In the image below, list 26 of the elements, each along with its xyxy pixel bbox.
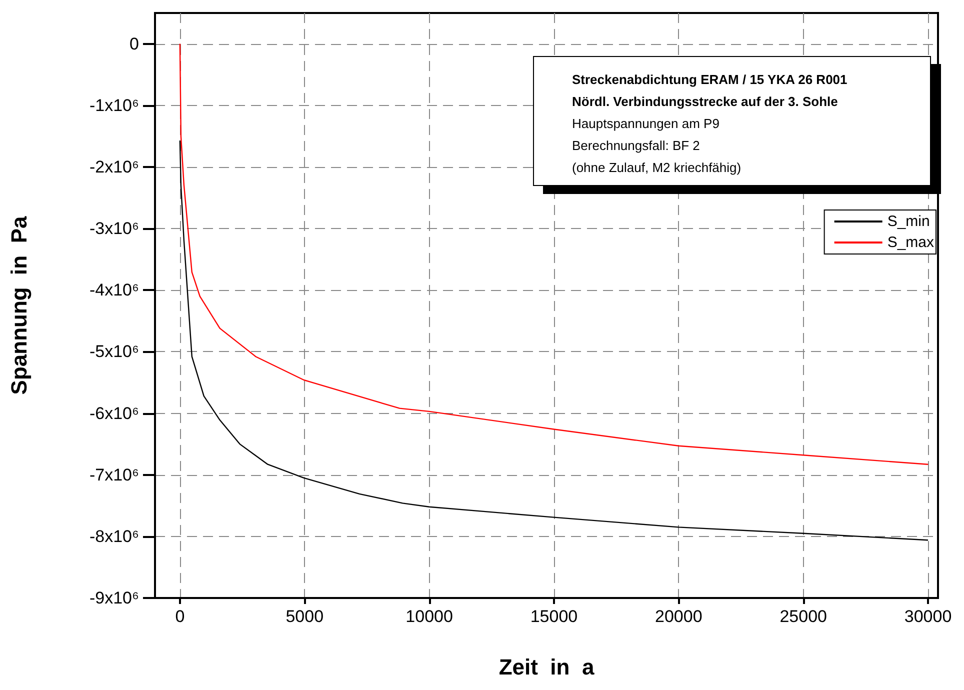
y-tick-label: -7x10⁶ bbox=[89, 465, 139, 484]
y-tick-label: -4x10⁶ bbox=[89, 280, 139, 300]
legend-label: S_max bbox=[887, 234, 934, 251]
y-tick-label: -1x10⁶ bbox=[89, 96, 139, 115]
x-tick-label: 20000 bbox=[655, 607, 702, 626]
x-tick-label: 5000 bbox=[286, 607, 324, 626]
legend-label: S_min bbox=[887, 213, 930, 230]
y-tick-label: -5x10⁶ bbox=[89, 342, 139, 362]
y-tick-label: -6x10⁶ bbox=[89, 404, 139, 423]
y-tick-label: -3x10⁶ bbox=[89, 219, 139, 238]
x-axis-title: Zeit in a bbox=[498, 654, 595, 680]
x-tick-label: 25000 bbox=[780, 607, 827, 626]
y-axis-title: Spannung in Pa bbox=[6, 216, 32, 395]
annotation: Hauptspannungen am P9 bbox=[572, 115, 720, 133]
annotation: Nördl. Verbindungsstrecke auf der 3. Sohle bbox=[572, 93, 839, 111]
y-tick-label: -9x10⁶ bbox=[89, 588, 139, 608]
x-tick-label: 0 bbox=[175, 607, 185, 626]
annotation: Streckenabdichtung ERAM / 15 YKA 26 R001 bbox=[572, 71, 848, 89]
y-tick-label: 0 bbox=[130, 34, 139, 54]
annotation: (ohne Zulauf, M2 kriechfähig) bbox=[572, 159, 742, 177]
x-tick-label: 30000 bbox=[904, 607, 952, 626]
y-tick-label: -8x10⁶ bbox=[89, 526, 139, 546]
y-tick-label: -2x10⁶ bbox=[89, 157, 139, 176]
annotation: Berechnungsfall: BF 2 bbox=[572, 137, 701, 155]
x-tick-label: 10000 bbox=[406, 607, 453, 626]
x-tick-label: 15000 bbox=[530, 607, 578, 626]
